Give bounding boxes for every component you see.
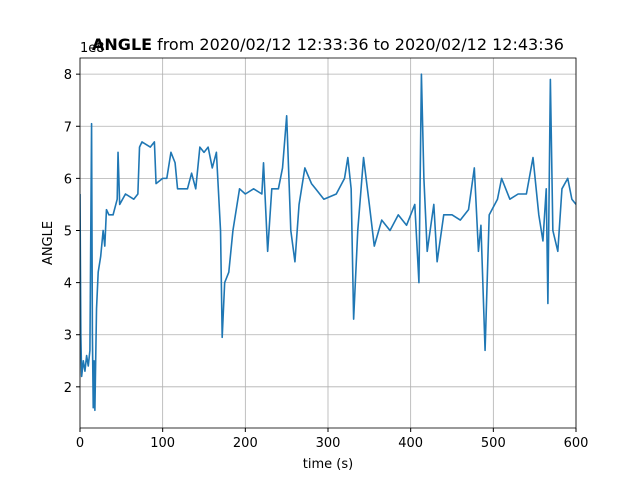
x-axis-label: time (s)	[303, 457, 353, 472]
y-tick-label: 7	[64, 120, 72, 135]
x-tick-label: 500	[481, 436, 506, 451]
y-tick-label: 4	[64, 277, 72, 292]
title-variable: ANGLE	[92, 35, 152, 54]
title-range: from 2020/02/12 12:33:36 to 2020/02/12 1…	[157, 35, 564, 54]
y-axis-label: ANGLE	[41, 221, 56, 265]
x-tick-label: 600	[564, 436, 589, 451]
y-tick-label: 3	[64, 329, 72, 344]
x-tick-label: 100	[150, 436, 175, 451]
data-line	[80, 73, 576, 412]
y-offset-text: 1e8	[80, 41, 105, 56]
x-tick-label: 0	[76, 436, 84, 451]
y-tick-label: 8	[64, 68, 72, 83]
y-tick-label: 6	[64, 172, 72, 187]
plot-frame	[79, 57, 577, 429]
x-tick-label: 300	[316, 436, 341, 451]
x-tick-label: 400	[398, 436, 423, 451]
chart-title: ANGLE from 2020/02/12 12:33:36 to 2020/02…	[92, 35, 564, 54]
x-tick-label: 200	[233, 436, 258, 451]
y-tick-label: 5	[64, 224, 72, 239]
y-tick-label: 2	[64, 381, 72, 396]
